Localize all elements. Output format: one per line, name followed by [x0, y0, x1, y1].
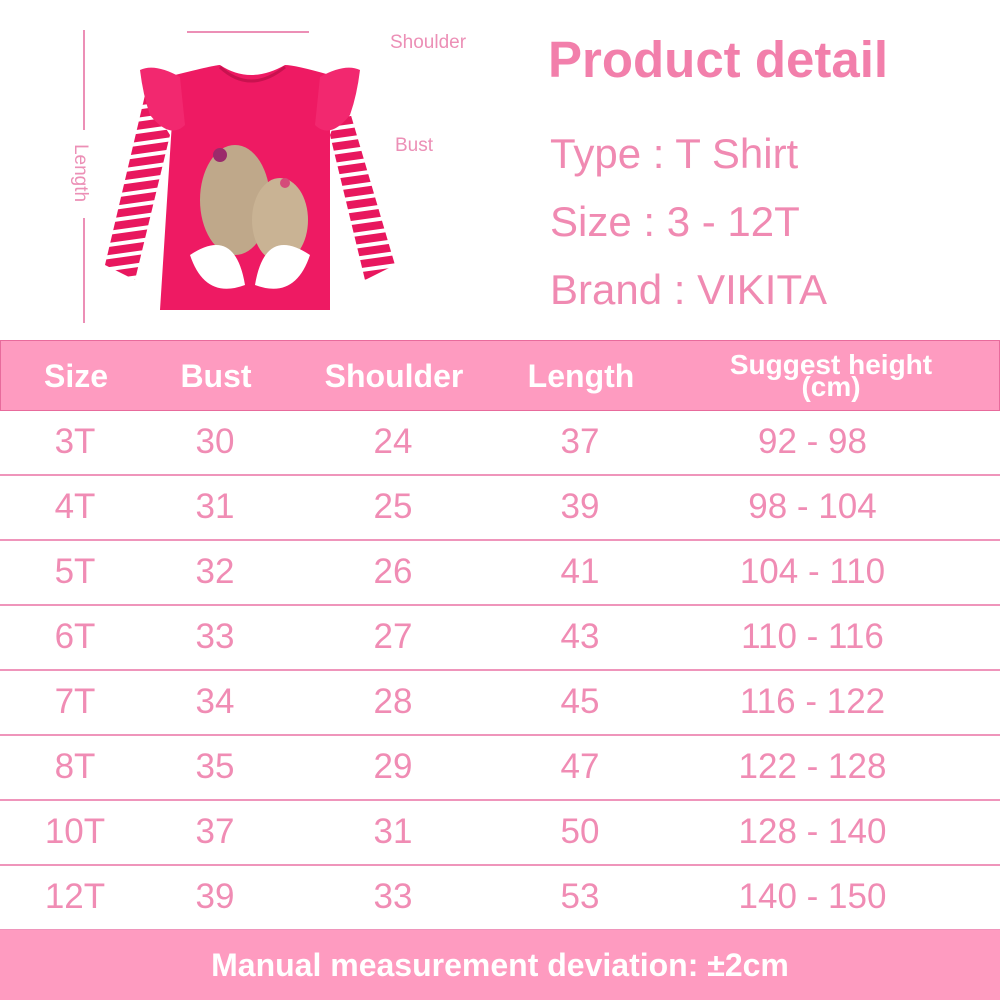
- cell-shoulder: 31: [373, 812, 413, 851]
- size-table-header: Size Bust Shoulder Length Suggest height…: [0, 340, 1000, 411]
- header-shoulder: Shoulder: [324, 357, 464, 394]
- tshirt-image: [105, 65, 395, 310]
- shoulder-measure-line: [187, 31, 309, 33]
- cell-bust: 37: [195, 812, 235, 851]
- cell-size: 3T: [54, 422, 96, 461]
- cell-length: 53: [560, 877, 600, 916]
- cell-bust: 30: [195, 422, 235, 461]
- cell-size: 4T: [54, 487, 96, 526]
- cell-length: 45: [560, 682, 600, 721]
- header-suggest-height-label: Suggest height: [729, 348, 933, 380]
- cell-length: 37: [560, 422, 600, 461]
- length-measure-line-bottom: [83, 218, 85, 323]
- cell-shoulder: 33: [373, 877, 413, 916]
- left-sleeve: [105, 95, 170, 280]
- cell-bust: 33: [195, 617, 235, 656]
- cell-bust: 35: [195, 747, 235, 786]
- product-brand: Brand : VIKITA: [550, 266, 827, 313]
- product-type: Type : T Shirt: [550, 130, 799, 177]
- header-suggest-height-unit: (cm): [801, 370, 861, 402]
- table-row: 4T 31 25 39 98 - 104: [0, 475, 1000, 541]
- header-bust: Bust: [180, 357, 252, 394]
- bust-label: Bust: [395, 135, 434, 156]
- cell-size: 6T: [54, 617, 96, 656]
- cell-suggest-height: 104 - 110: [739, 552, 886, 591]
- table-row: 10T 37 31 50 128 - 140: [0, 800, 1000, 866]
- cell-length: 39: [560, 487, 600, 526]
- cell-suggest-height: 98 - 104: [748, 487, 877, 526]
- cell-suggest-height: 116 - 122: [739, 682, 886, 721]
- cell-suggest-height: 128 - 140: [738, 812, 887, 851]
- cell-shoulder: 25: [373, 487, 413, 526]
- cell-suggest-height: 122 - 128: [738, 747, 887, 786]
- table-row: 5T 32 26 41 104 - 110: [0, 540, 1000, 606]
- cell-bust: 31: [195, 487, 235, 526]
- cell-bust: 34: [195, 682, 235, 721]
- cell-size: 5T: [54, 552, 96, 591]
- cell-suggest-height: 140 - 150: [738, 877, 887, 916]
- cell-shoulder: 28: [373, 682, 413, 721]
- header-length: Length: [527, 357, 635, 394]
- cell-shoulder: 27: [373, 617, 413, 656]
- cell-shoulder: 26: [373, 552, 413, 591]
- product-title: Product detail: [548, 31, 889, 88]
- cell-length: 41: [560, 552, 600, 591]
- cell-shoulder: 24: [373, 422, 413, 461]
- shoulder-label: Shoulder: [390, 32, 467, 53]
- cell-size: 7T: [54, 682, 96, 721]
- table-row: 8T 35 29 47 122 - 128: [0, 735, 1000, 801]
- length-label: Length: [70, 143, 91, 203]
- cell-size: 12T: [44, 877, 106, 916]
- cell-length: 43: [560, 617, 600, 656]
- right-sleeve: [330, 95, 395, 280]
- left-ruffle: [140, 67, 185, 131]
- cell-shoulder: 29: [373, 747, 413, 786]
- cell-suggest-height: 110 - 116: [741, 617, 884, 656]
- header-size: Size: [43, 357, 109, 394]
- cell-suggest-height: 92 - 98: [758, 422, 867, 461]
- table-row: 3T 30 24 37 92 - 98: [0, 410, 1000, 476]
- cell-size: 8T: [54, 747, 96, 786]
- cell-bust: 32: [195, 552, 235, 591]
- cell-length: 47: [560, 747, 600, 786]
- cell-size: 10T: [44, 812, 106, 851]
- cell-bust: 39: [195, 877, 235, 916]
- cell-length: 50: [560, 812, 600, 851]
- fox-small: [252, 178, 308, 262]
- header-suggest-height: Suggest height (cm): [701, 341, 961, 410]
- product-size: Size : 3 - 12T: [550, 198, 800, 245]
- fox-tails: [190, 245, 310, 289]
- right-ruffle: [315, 67, 360, 131]
- measurement-deviation-note: Manual measurement deviation: ±2cm: [0, 930, 1000, 1000]
- table-row: 7T 34 28 45 116 - 122: [0, 670, 1000, 736]
- table-row: 6T 33 27 43 110 - 116: [0, 605, 1000, 671]
- table-row: 12T 39 33 53 140 - 150: [0, 865, 1000, 931]
- length-measure-line-top: [83, 30, 85, 130]
